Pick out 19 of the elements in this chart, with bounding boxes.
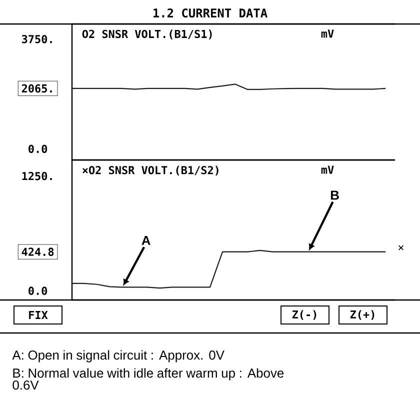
y-tick-label: 2065. [22,84,52,93]
chart-title: 1.2 CURRENT DATA [154,8,268,18]
y-tick-label: 0.0 [28,286,48,295]
text: ×O2 SNSR VOLT.(B1/S2) [82,166,218,176]
y-tick-label: 1250. [22,172,52,180]
text: × [398,245,404,250]
y-axis-title: mV [321,166,334,174]
text: B: Normal value with idle after warm up : Above 0.6V [12,368,284,390]
y-tick-label: 0.0 [28,144,48,154]
annotation: A [142,236,150,245]
y-tick-label: 424.8 [22,248,54,256]
text: A: Open in signal circuit : Approx. 0V [12,350,224,362]
annotation: B [330,190,339,200]
text: FIX [29,311,48,319]
text: Z(-) [292,310,316,320]
y-axis-title: mV [321,30,334,38]
text: O2 SNSR VOLT.(B1/S1) [82,30,212,40]
y-tick-label: 3750. [22,34,52,44]
text: Z(+) [350,310,374,320]
